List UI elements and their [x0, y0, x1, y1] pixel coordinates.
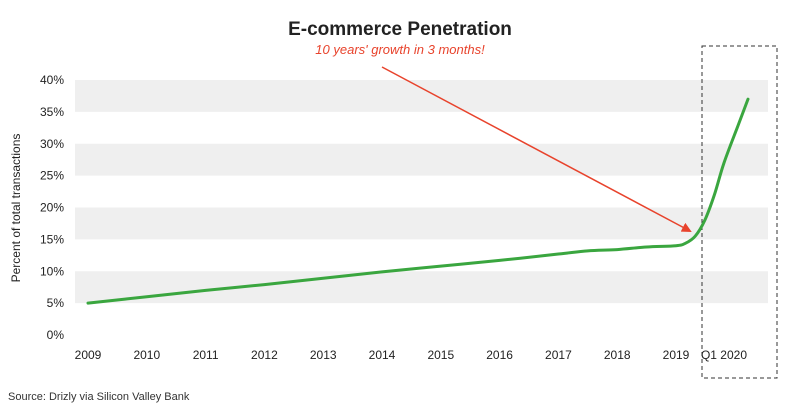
grid-band [75, 207, 768, 240]
x-tick-label: 2013 [310, 348, 337, 362]
y-tick-label: 0% [47, 328, 65, 342]
y-tick-label: 40% [40, 73, 64, 87]
x-tick-label: 2018 [604, 348, 631, 362]
y-tick-label: 15% [40, 232, 64, 246]
series-line [86, 97, 750, 305]
y-tick-label: 20% [40, 201, 64, 215]
grid-band [75, 271, 768, 304]
y-axis-label: Percent of total transactions [9, 134, 23, 283]
x-tick-label: 2015 [427, 348, 454, 362]
grid-bands [75, 80, 768, 304]
x-tick-label: 2011 [193, 348, 219, 362]
source-note: Source: Drizly via Silicon Valley Bank [8, 391, 190, 403]
x-tick-label: 2014 [369, 348, 396, 362]
annotation-arrow [381, 66, 692, 232]
x-tick-label: 2012 [251, 348, 278, 362]
y-tick-label: 10% [40, 264, 64, 278]
y-tick-label: 5% [47, 296, 65, 310]
grid-band [75, 143, 768, 176]
x-tick-label: Q1 2020 [701, 348, 747, 362]
chart-title: E-commerce Penetration [288, 19, 512, 40]
y-tick-label: 25% [40, 169, 64, 183]
x-tick-label: 2009 [75, 348, 102, 362]
chart-annotation: 10 years' growth in 3 months! [315, 42, 485, 57]
y-tick-label: 30% [40, 137, 64, 151]
x-axis-ticks: 2009 2010 2011 2012 2013 2014 2015 2016 2017 2018… [75, 348, 748, 362]
x-tick-label: 2016 [486, 348, 513, 362]
y-axis-ticks: 0% 5% 10% 15% 20% 25% 30% 35% 40% [40, 73, 64, 342]
x-tick-label: 2017 [545, 348, 572, 362]
y-tick-label: 35% [40, 105, 64, 119]
q1-2020-highlight-box [701, 45, 778, 379]
grid-band [75, 80, 768, 112]
x-tick-label: 2019 [663, 348, 690, 362]
x-tick-label: 2010 [133, 348, 160, 362]
